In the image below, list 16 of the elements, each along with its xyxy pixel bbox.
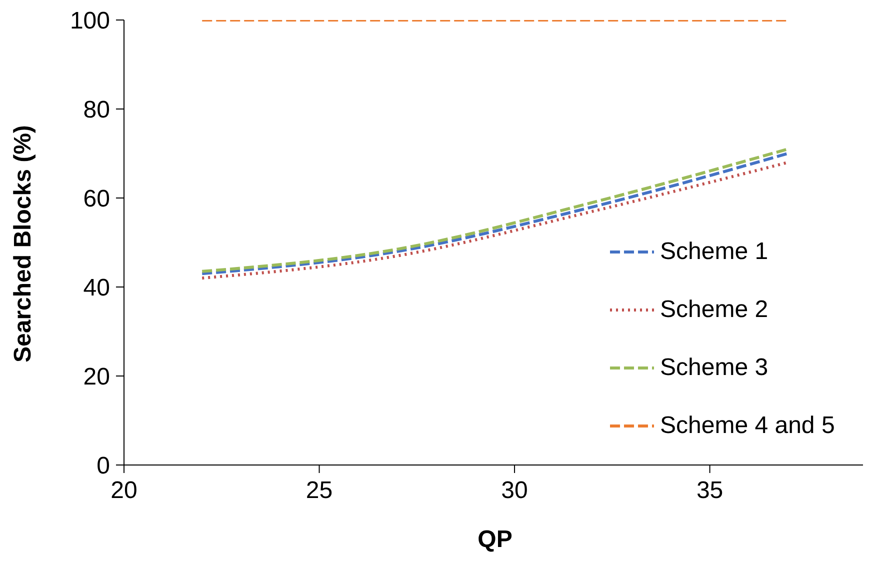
y-tick-label: 20 bbox=[83, 364, 110, 391]
legend-label: Scheme 3 bbox=[660, 354, 768, 382]
x-axis-title: QP bbox=[478, 526, 512, 553]
y-tick-label: 80 bbox=[83, 96, 110, 124]
x-tick-label: 35 bbox=[696, 477, 724, 504]
y-tick-label: 0 bbox=[96, 452, 110, 480]
legend-label: Scheme 2 bbox=[660, 296, 768, 324]
legend-label: Scheme 4 and 5 bbox=[660, 412, 835, 440]
y-tick-label: 60 bbox=[83, 186, 110, 213]
legend-label: Scheme 1 bbox=[660, 238, 768, 266]
x-tick-label: 20 bbox=[110, 477, 138, 504]
x-tick-label: 25 bbox=[306, 477, 333, 504]
y-tick-label: 100 bbox=[70, 8, 110, 35]
y-tick-label: 40 bbox=[83, 274, 110, 302]
y-axis-title: Searched Blocks (%) bbox=[10, 125, 37, 362]
x-tick-label: 30 bbox=[501, 477, 528, 504]
